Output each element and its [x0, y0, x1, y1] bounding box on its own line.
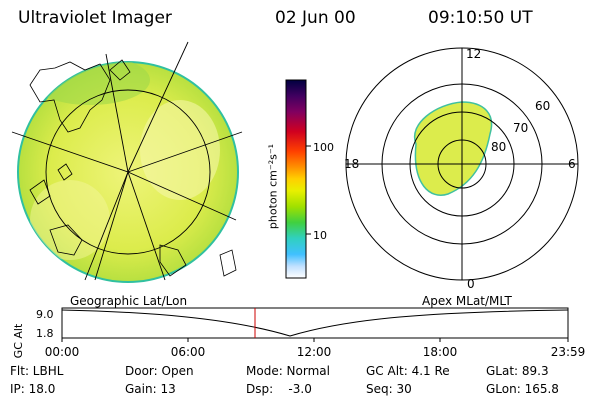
mlat-80-label: 80	[491, 140, 506, 154]
colorbar-unit-label: photon cm⁻²s⁻¹	[266, 143, 280, 230]
altitude-curve	[61, 309, 569, 337]
altitude-tick-9: 9.0	[36, 308, 54, 321]
altitude-plot-frame	[61, 307, 569, 339]
colorbar-tick-100: 100	[313, 141, 334, 154]
info-flt: Flt: LBHL	[10, 364, 64, 378]
mlt-0-label: 0	[467, 277, 475, 291]
coastline-overlay	[29, 59, 237, 277]
mlat-70-label: 70	[513, 121, 528, 135]
info-gain: Gain: 13	[125, 382, 176, 396]
geographic-grid	[11, 41, 243, 281]
mlt-18-label: 18	[344, 157, 359, 171]
time-tick-1800: 18:00	[423, 345, 458, 359]
polar-panel-label: Apex MLat/MLT	[422, 294, 512, 308]
app-title: Ultraviolet Imager	[18, 8, 172, 28]
info-door: Door: Open	[125, 364, 194, 378]
time-tick-1200: 12:00	[297, 345, 332, 359]
info-glon: GLon: 165.8	[486, 382, 559, 396]
altitude-axis-label: GC Alt	[12, 323, 25, 358]
info-glat: GLat: 89.3	[486, 364, 549, 378]
time-tick-2359: 23:59	[551, 345, 586, 359]
altitude-tick-1-8: 1.8	[36, 327, 54, 340]
info-ip: IP: 18.0	[10, 382, 56, 396]
colorbar-gradient	[285, 79, 307, 279]
mlt-12-label: 12	[466, 47, 481, 61]
polar-grid	[345, 47, 579, 281]
date-label: 02 Jun 00	[275, 8, 356, 28]
mlt-6-label: 6	[568, 157, 576, 171]
colorbar-tick-10: 10	[313, 229, 327, 242]
altitude-timeline-plot: GC Alt 9.0 1.8 00:00 06:00 12:00 18:00 2…	[12, 307, 586, 359]
time-tick-0600: 06:00	[171, 345, 206, 359]
auroral-oval	[413, 101, 493, 196]
info-dsp: Dsp: -3.0	[246, 382, 312, 396]
geographic-image-panel	[11, 41, 243, 283]
info-gc-alt: GC Alt: 4.1 Re	[366, 364, 450, 378]
time-label: 09:10:50 UT	[428, 8, 533, 28]
info-seq: Seq: 30	[366, 382, 412, 396]
info-mode: Mode: Normal	[246, 364, 330, 378]
uv-auroral-image	[17, 61, 239, 283]
geographic-panel-label: Geographic Lat/Lon	[70, 294, 188, 308]
mlat-60-label: 60	[535, 99, 550, 113]
time-tick-0000: 00:00	[45, 345, 80, 359]
colorbar: 100 10	[285, 79, 334, 279]
polar-mlat-mlt-panel: 12 0 18 6 60 70 80	[344, 47, 579, 291]
